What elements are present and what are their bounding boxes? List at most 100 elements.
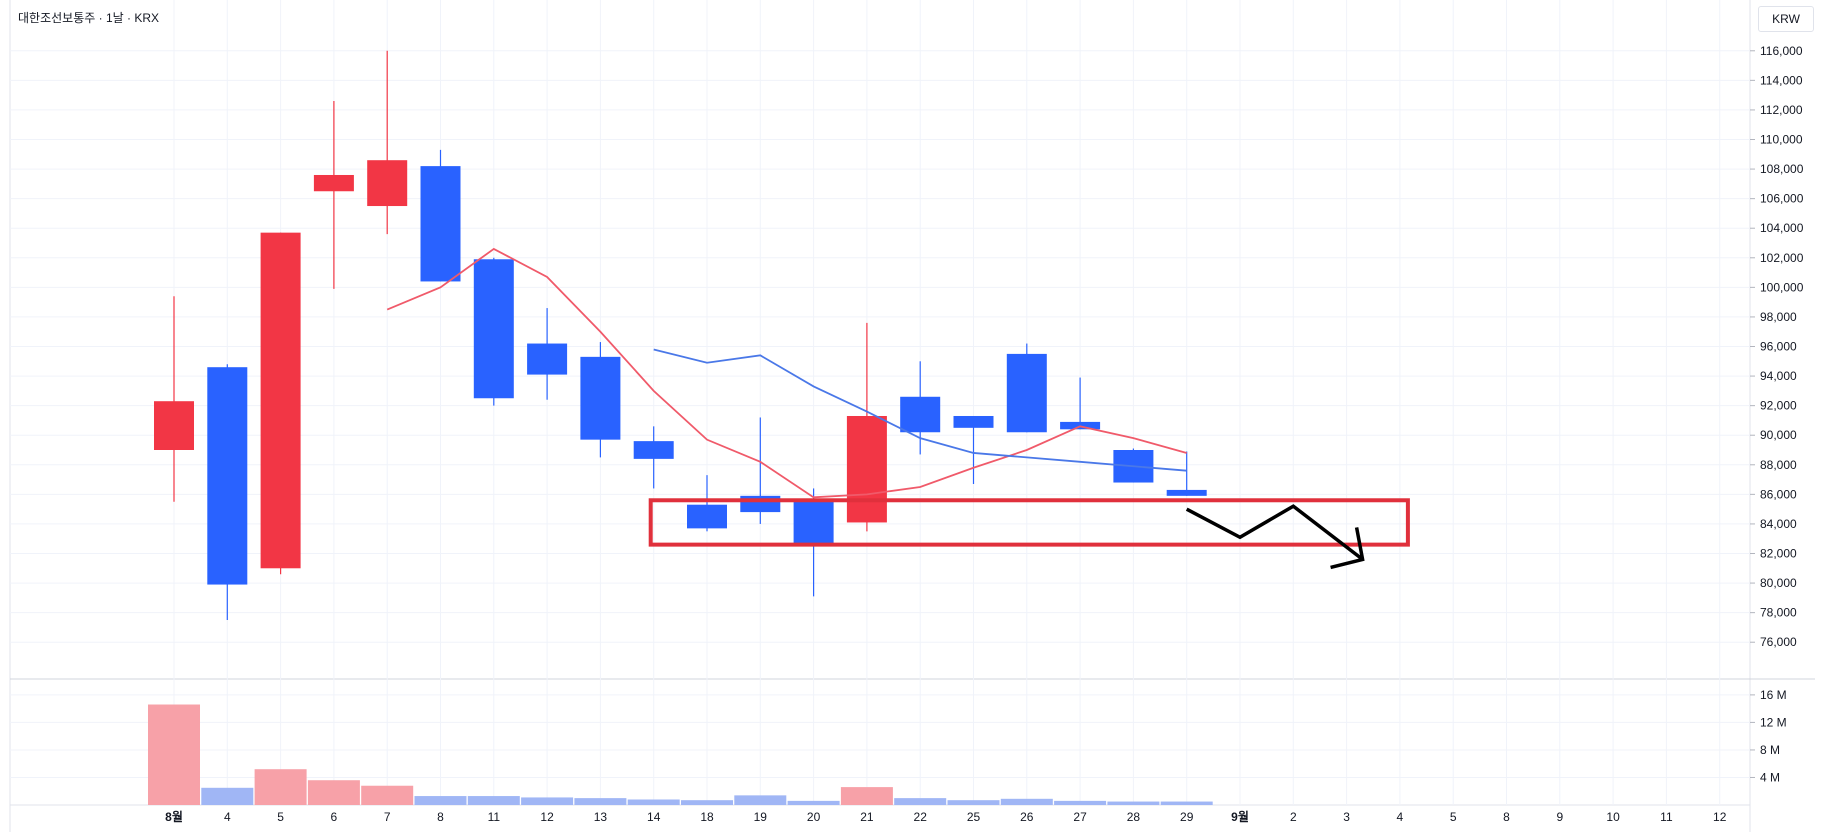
time-tick-label: 21	[860, 810, 874, 824]
volume-bar	[681, 800, 733, 805]
price-tick-label: 104,000	[1760, 221, 1804, 235]
time-tick-label: 14	[647, 810, 661, 824]
price-tick-label: 94,000	[1760, 369, 1797, 383]
ma-short-line	[386, 247, 1187, 499]
time-tick-label: 19	[754, 810, 768, 824]
time-tick-label: 5	[277, 810, 284, 824]
time-tick-label: 8	[437, 810, 444, 824]
time-tick-label: 6	[331, 810, 338, 824]
time-axis: 8월 4 5 6 7 8 11 12 13 14 18 19 20 21 22 25 26 27 28 29 9월 2 3 4…	[165, 809, 1727, 824]
time-tick-label: 20	[807, 810, 821, 824]
volume-tick-label: 8 M	[1760, 743, 1780, 757]
price-axis: 76,000 78,000 80,000 82,000 84,000 86,000 88,0…	[1750, 44, 1804, 649]
arrow-head	[1330, 527, 1365, 570]
price-tick-label: 110,000	[1760, 133, 1803, 147]
candle-body	[473, 259, 514, 399]
time-tick-label: 4	[224, 810, 231, 824]
volume-bar	[521, 797, 574, 805]
candle-body	[793, 501, 834, 547]
candle-body	[687, 504, 727, 529]
price-tick-label: 90,000	[1760, 428, 1797, 442]
candle-body	[420, 166, 461, 282]
time-tick-label: 3	[1343, 810, 1350, 824]
highlight-box	[648, 498, 1410, 547]
candle-body	[527, 343, 568, 375]
time-tick-label: 12	[1713, 810, 1727, 824]
time-tick-label: 9	[1556, 810, 1563, 824]
annotations	[648, 498, 1410, 570]
price-tick-label: 98,000	[1760, 310, 1797, 324]
volume-bar	[201, 787, 254, 805]
time-tick-label: 8	[1503, 810, 1510, 824]
volume-tick-label: 16 M	[1760, 688, 1787, 702]
time-tick-label: 10	[1606, 810, 1620, 824]
volume-bar	[787, 800, 840, 805]
price-tick-label: 106,000	[1760, 192, 1804, 206]
time-tick-label: 4	[1397, 810, 1404, 824]
volume-bar	[1107, 801, 1160, 805]
price-tick-label: 82,000	[1760, 547, 1797, 561]
candle-body	[953, 415, 994, 428]
volume-bar	[254, 769, 307, 805]
time-tick-label: 2	[1290, 810, 1297, 824]
volume-bar	[947, 800, 1000, 805]
time-tick-label: 5	[1450, 810, 1457, 824]
candle-body	[580, 356, 621, 440]
time-tick-label: 28	[1127, 810, 1141, 824]
candles	[154, 50, 1207, 621]
price-tick-label: 80,000	[1760, 576, 1797, 590]
price-tick-label: 88,000	[1760, 458, 1797, 472]
price-tick-label: 78,000	[1760, 606, 1797, 620]
time-tick-label: 18	[700, 810, 714, 824]
time-tick-label: 9월	[1231, 809, 1249, 824]
candle-body	[207, 367, 248, 585]
price-tick-label: 96,000	[1760, 340, 1797, 354]
volume-bar	[414, 796, 467, 805]
zigzag-arrow	[1185, 504, 1364, 561]
candle-body	[260, 232, 301, 569]
time-tick-label: 26	[1020, 810, 1034, 824]
price-tick-label: 76,000	[1760, 635, 1797, 649]
volume-bar	[361, 785, 414, 805]
volume-bars	[148, 704, 1213, 805]
volume-bar	[894, 798, 947, 805]
time-tick-label: 11	[1660, 810, 1673, 824]
time-tick-label: 25	[967, 810, 981, 824]
time-tick-label: 29	[1180, 810, 1194, 824]
volume-bar	[307, 780, 360, 805]
volume-tick-label: 12 M	[1760, 715, 1787, 729]
volume-bar	[1000, 798, 1053, 805]
volume-bar	[627, 799, 680, 805]
volume-axis: 4 M 8 M 12 M 16 M	[1750, 688, 1787, 784]
price-tick-label: 100,000	[1760, 280, 1804, 294]
price-tick-label: 92,000	[1760, 399, 1797, 413]
price-tick-label: 108,000	[1760, 162, 1804, 176]
volume-bar	[1160, 801, 1213, 805]
volume-bar	[1054, 800, 1107, 805]
time-tick-label: 13	[594, 810, 608, 824]
volume-bar	[467, 796, 520, 805]
candle-body	[1166, 489, 1207, 496]
currency-button[interactable]: KRW	[1758, 6, 1814, 32]
time-tick-label: 12	[540, 810, 554, 824]
moving-averages	[386, 247, 1187, 499]
candle-body	[1006, 353, 1047, 433]
time-tick-label: 7	[384, 810, 391, 824]
price-tick-label: 86,000	[1760, 487, 1797, 501]
price-tick-label: 102,000	[1760, 251, 1804, 265]
volume-bar	[148, 704, 200, 805]
time-tick-label: 27	[1073, 810, 1087, 824]
candle-body	[846, 415, 887, 523]
price-tick-label: 84,000	[1760, 517, 1797, 531]
candle-body	[633, 441, 674, 459]
candle-body	[313, 174, 354, 192]
volume-tick-label: 4 M	[1760, 770, 1780, 784]
candle-body	[154, 401, 194, 450]
chart-title: 대한조선보통주 · 1날 · KRX	[18, 11, 159, 25]
candle-body	[900, 396, 941, 433]
price-tick-label: 116,000	[1760, 44, 1803, 58]
volume-bar	[734, 795, 787, 805]
ma-long-line	[653, 348, 1187, 472]
time-tick-label: 8월	[165, 809, 183, 824]
